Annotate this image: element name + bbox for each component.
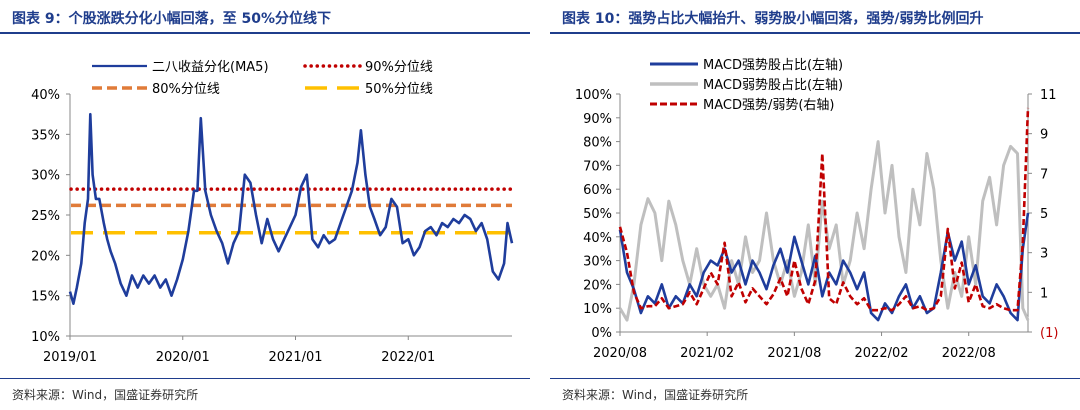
x-tick-label: 2021/01 bbox=[269, 350, 323, 365]
x-tick-label: 2021/02 bbox=[680, 346, 734, 361]
x-tick-label: 2019/01 bbox=[43, 350, 97, 365]
right-title-rule bbox=[550, 32, 1080, 34]
y-tick-label: 40% bbox=[583, 231, 612, 246]
legend-label-1: MACD弱势股占比(左轴) bbox=[703, 77, 843, 93]
y-tick-label: 10% bbox=[31, 330, 60, 345]
y-tick-label: 90% bbox=[583, 112, 612, 127]
y-tick-label: 35% bbox=[31, 128, 60, 143]
x-tick-label: 2021/08 bbox=[767, 346, 821, 361]
x-tick-label: 2020/08 bbox=[593, 346, 647, 361]
y-tick-label: 60% bbox=[583, 183, 612, 198]
legend-label-1: 90%分位线 bbox=[365, 60, 433, 75]
y-tick-label: 100% bbox=[575, 88, 612, 103]
left-chart: 10% 15% 20% 25% 30% 35% 40% 2019/01 2020/01 2021/… bbox=[31, 60, 514, 365]
series-line-0 bbox=[618, 212, 1030, 322]
left-panel: 图表 9：个股涨跌分化小幅回落，至 50%分位线下 10% 15% 20% 25% 30… bbox=[0, 0, 530, 410]
legend-label-3: 50%分位线 bbox=[365, 82, 433, 97]
series-line-2 bbox=[618, 107, 1030, 312]
y2-tick-label: 1 bbox=[1040, 286, 1048, 301]
y-tick-label: 40% bbox=[31, 88, 60, 103]
left-source-rule bbox=[0, 378, 530, 379]
y-tick-label: 25% bbox=[31, 209, 60, 224]
right-source: 资料来源：Wind，国盛证券研究所 bbox=[562, 388, 749, 402]
y2-tick-label: 7 bbox=[1040, 167, 1048, 182]
series-line-1 bbox=[618, 140, 1030, 322]
right-panel: 图表 10：强势占比大幅抬升、弱势股小幅回落，强势/弱势比例回升 0% 10% 20… bbox=[550, 0, 1080, 410]
y-tick-label: 70% bbox=[583, 159, 612, 174]
y-tick-label: 15% bbox=[31, 290, 60, 305]
y-tick-label: 10% bbox=[583, 302, 612, 317]
y-tick-label: 0% bbox=[591, 326, 612, 341]
left-title-rule bbox=[0, 32, 530, 34]
y-tick-label: 30% bbox=[31, 169, 60, 184]
y2-tick-label: (1) bbox=[1040, 326, 1058, 341]
right-panel-title: 图表 10：强势占比大幅抬升、弱势股小幅回落，强势/弱势比例回升 bbox=[562, 11, 984, 27]
y-tick-label: 30% bbox=[583, 255, 612, 270]
x-tick-label: 2022/08 bbox=[942, 346, 996, 361]
y2-tick-label: 5 bbox=[1040, 207, 1048, 222]
y-tick-label: 20% bbox=[583, 278, 612, 293]
legend-label-0: MACD强势股占比(左轴) bbox=[703, 57, 843, 73]
y-tick-label: 50% bbox=[583, 207, 612, 222]
left-source: 资料来源：Wind，国盛证券研究所 bbox=[12, 388, 199, 402]
legend-label-2: 80%分位线 bbox=[152, 82, 220, 97]
legend-label-0: 二八收益分化(MA5) bbox=[152, 60, 269, 75]
y2-tick-label: 3 bbox=[1040, 247, 1048, 262]
y-tick-label: 20% bbox=[31, 249, 60, 264]
x-tick-label: 2022/02 bbox=[855, 346, 909, 361]
y2-tick-label: 11 bbox=[1040, 88, 1057, 103]
series-line-0 bbox=[68, 112, 514, 306]
x-tick-label: 2020/01 bbox=[156, 350, 210, 365]
y2-tick-label: 9 bbox=[1040, 128, 1048, 143]
y-tick-label: 80% bbox=[583, 136, 612, 151]
right-chart: 0% 10% 20% 30% 40% 50% 60% 70% 80% 90% 100% (1) 1 3 5 7… bbox=[575, 57, 1059, 361]
x-tick-label: 2022/01 bbox=[381, 350, 435, 365]
left-panel-title: 图表 9：个股涨跌分化小幅回落，至 50%分位线下 bbox=[12, 11, 331, 27]
right-source-rule bbox=[550, 378, 1080, 379]
legend-label-2: MACD强势/弱势(右轴) bbox=[703, 97, 835, 113]
